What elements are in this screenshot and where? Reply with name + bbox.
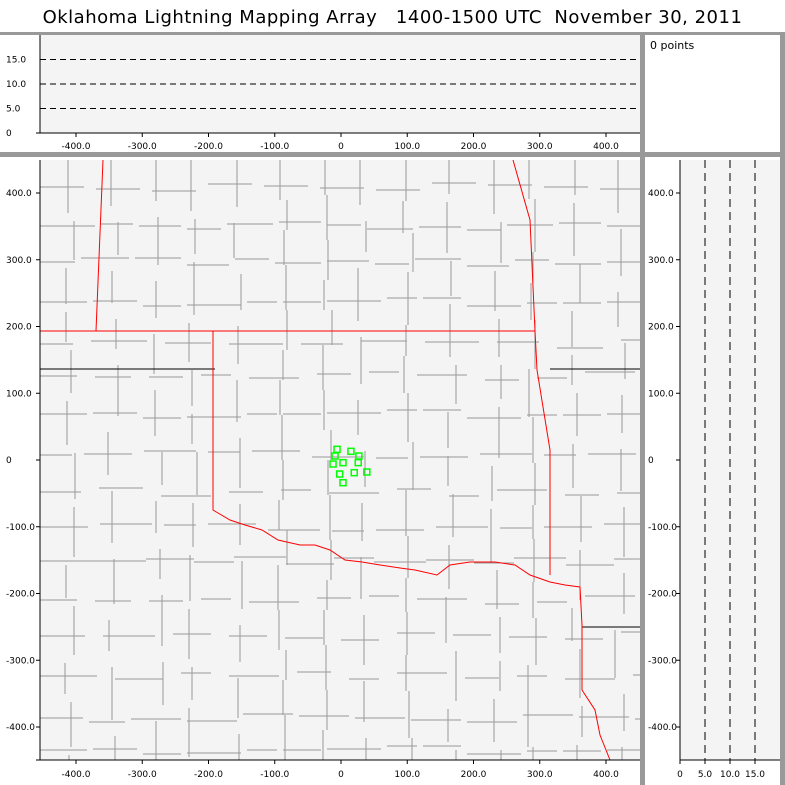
y-tick-label: 0 — [648, 456, 654, 466]
x-tick-label: -300.0 — [128, 142, 157, 152]
page-title: Oklahoma Lightning Mapping Array 1400-15… — [0, 0, 785, 32]
x-tick-label: 100.0 — [394, 142, 420, 152]
state-border-co-ks — [95, 159, 104, 332]
lightning-source-point — [335, 470, 344, 478]
y-tick-label: 300.0 — [6, 256, 32, 266]
x-tick-label: -300.0 — [128, 770, 157, 780]
state-border-red-river — [212, 331, 611, 761]
x-tick-label: 5.0 — [698, 770, 713, 780]
lightning-source-point — [350, 468, 358, 477]
info-panel: 0 points — [645, 35, 780, 152]
altitude-x-plot: 0 5.0 10.0 15.0 -400.0 -300.0 -200.0 -100.0 0 100… — [6, 35, 640, 152]
x-tick-label: 10.0 — [720, 770, 740, 780]
lightning-source-point — [363, 468, 371, 476]
x-tick-label: 0 — [338, 142, 344, 152]
y-tick-label: 200.0 — [648, 323, 674, 333]
lightning-source-point — [339, 478, 347, 487]
y-tick-label: 400.0 — [6, 189, 32, 199]
lightning-source-point — [331, 452, 339, 460]
y-tick-label: 100.0 — [6, 389, 32, 399]
altitude-y-plot: 400.0 300.0 200.0 100.0 0 -100.0 -200.0 -300.0 -… — [648, 160, 780, 780]
y-tick-label: -400.0 — [6, 723, 35, 733]
x-tick-label: -200.0 — [194, 142, 223, 152]
x-tick-label: 300.0 — [527, 142, 553, 152]
plan-view-panel: -400.0 -300.0 -200.0 -100.0 0 100.0 200.0 300.0… — [0, 157, 640, 785]
x-tick-label: -100.0 — [260, 770, 289, 780]
plan-view-map: -400.0 -300.0 -200.0 -100.0 0 100.0 200.0 300.0… — [6, 159, 640, 780]
x-tick-label: 0 — [338, 770, 344, 780]
point-count: 0 points — [650, 39, 695, 52]
lightning-source-point — [339, 458, 347, 467]
x-tick-label: 100.0 — [394, 770, 420, 780]
x-tick-label: -100.0 — [260, 142, 289, 152]
x-tick-label: 0 — [677, 770, 683, 780]
y-tick-label: -100.0 — [6, 523, 35, 533]
county-lines — [40, 160, 640, 760]
y-tick-label: 10.0 — [6, 80, 26, 90]
y-tick-label: -400.0 — [648, 723, 677, 733]
y-tick-label: -200.0 — [6, 590, 35, 600]
y-tick-label: -200.0 — [648, 590, 677, 600]
y-tick-label: 0 — [6, 456, 12, 466]
x-tick-label: 15.0 — [745, 770, 765, 780]
y-tick-label: 5.0 — [6, 105, 21, 115]
y-tick-label: 400.0 — [648, 189, 674, 199]
x-tick-label: 400.0 — [593, 770, 619, 780]
altitude-vs-x-panel: 0 5.0 10.0 15.0 -400.0 -300.0 -200.0 -100.0 0 100… — [0, 35, 640, 152]
lightning-source-point — [329, 460, 337, 468]
x-tick-label: 400.0 — [593, 142, 619, 152]
y-tick-label: -300.0 — [6, 656, 35, 666]
y-tick-label: 200.0 — [6, 323, 32, 333]
x-tick-label: -400.0 — [61, 142, 90, 152]
altitude-vs-y-panel: 400.0 300.0 200.0 100.0 0 -100.0 -200.0 -300.0 -… — [645, 157, 780, 785]
x-tick-label: -400.0 — [61, 770, 90, 780]
lightning-source-point — [347, 447, 355, 456]
y-tick-label: 300.0 — [648, 256, 674, 266]
state-border-mo-ok-ar — [512, 159, 551, 575]
lightning-source-point — [354, 458, 362, 467]
x-tick-label: 200.0 — [461, 770, 487, 780]
x-tick-label: 200.0 — [461, 142, 487, 152]
x-tick-label: 300.0 — [527, 770, 553, 780]
y-tick-label: -300.0 — [648, 656, 677, 666]
y-tick-label: -100.0 — [648, 523, 677, 533]
y-tick-label: 100.0 — [648, 389, 674, 399]
y-tick-label: 0 — [6, 129, 12, 139]
x-tick-label: -200.0 — [194, 770, 223, 780]
y-tick-label: 15.0 — [6, 56, 26, 66]
